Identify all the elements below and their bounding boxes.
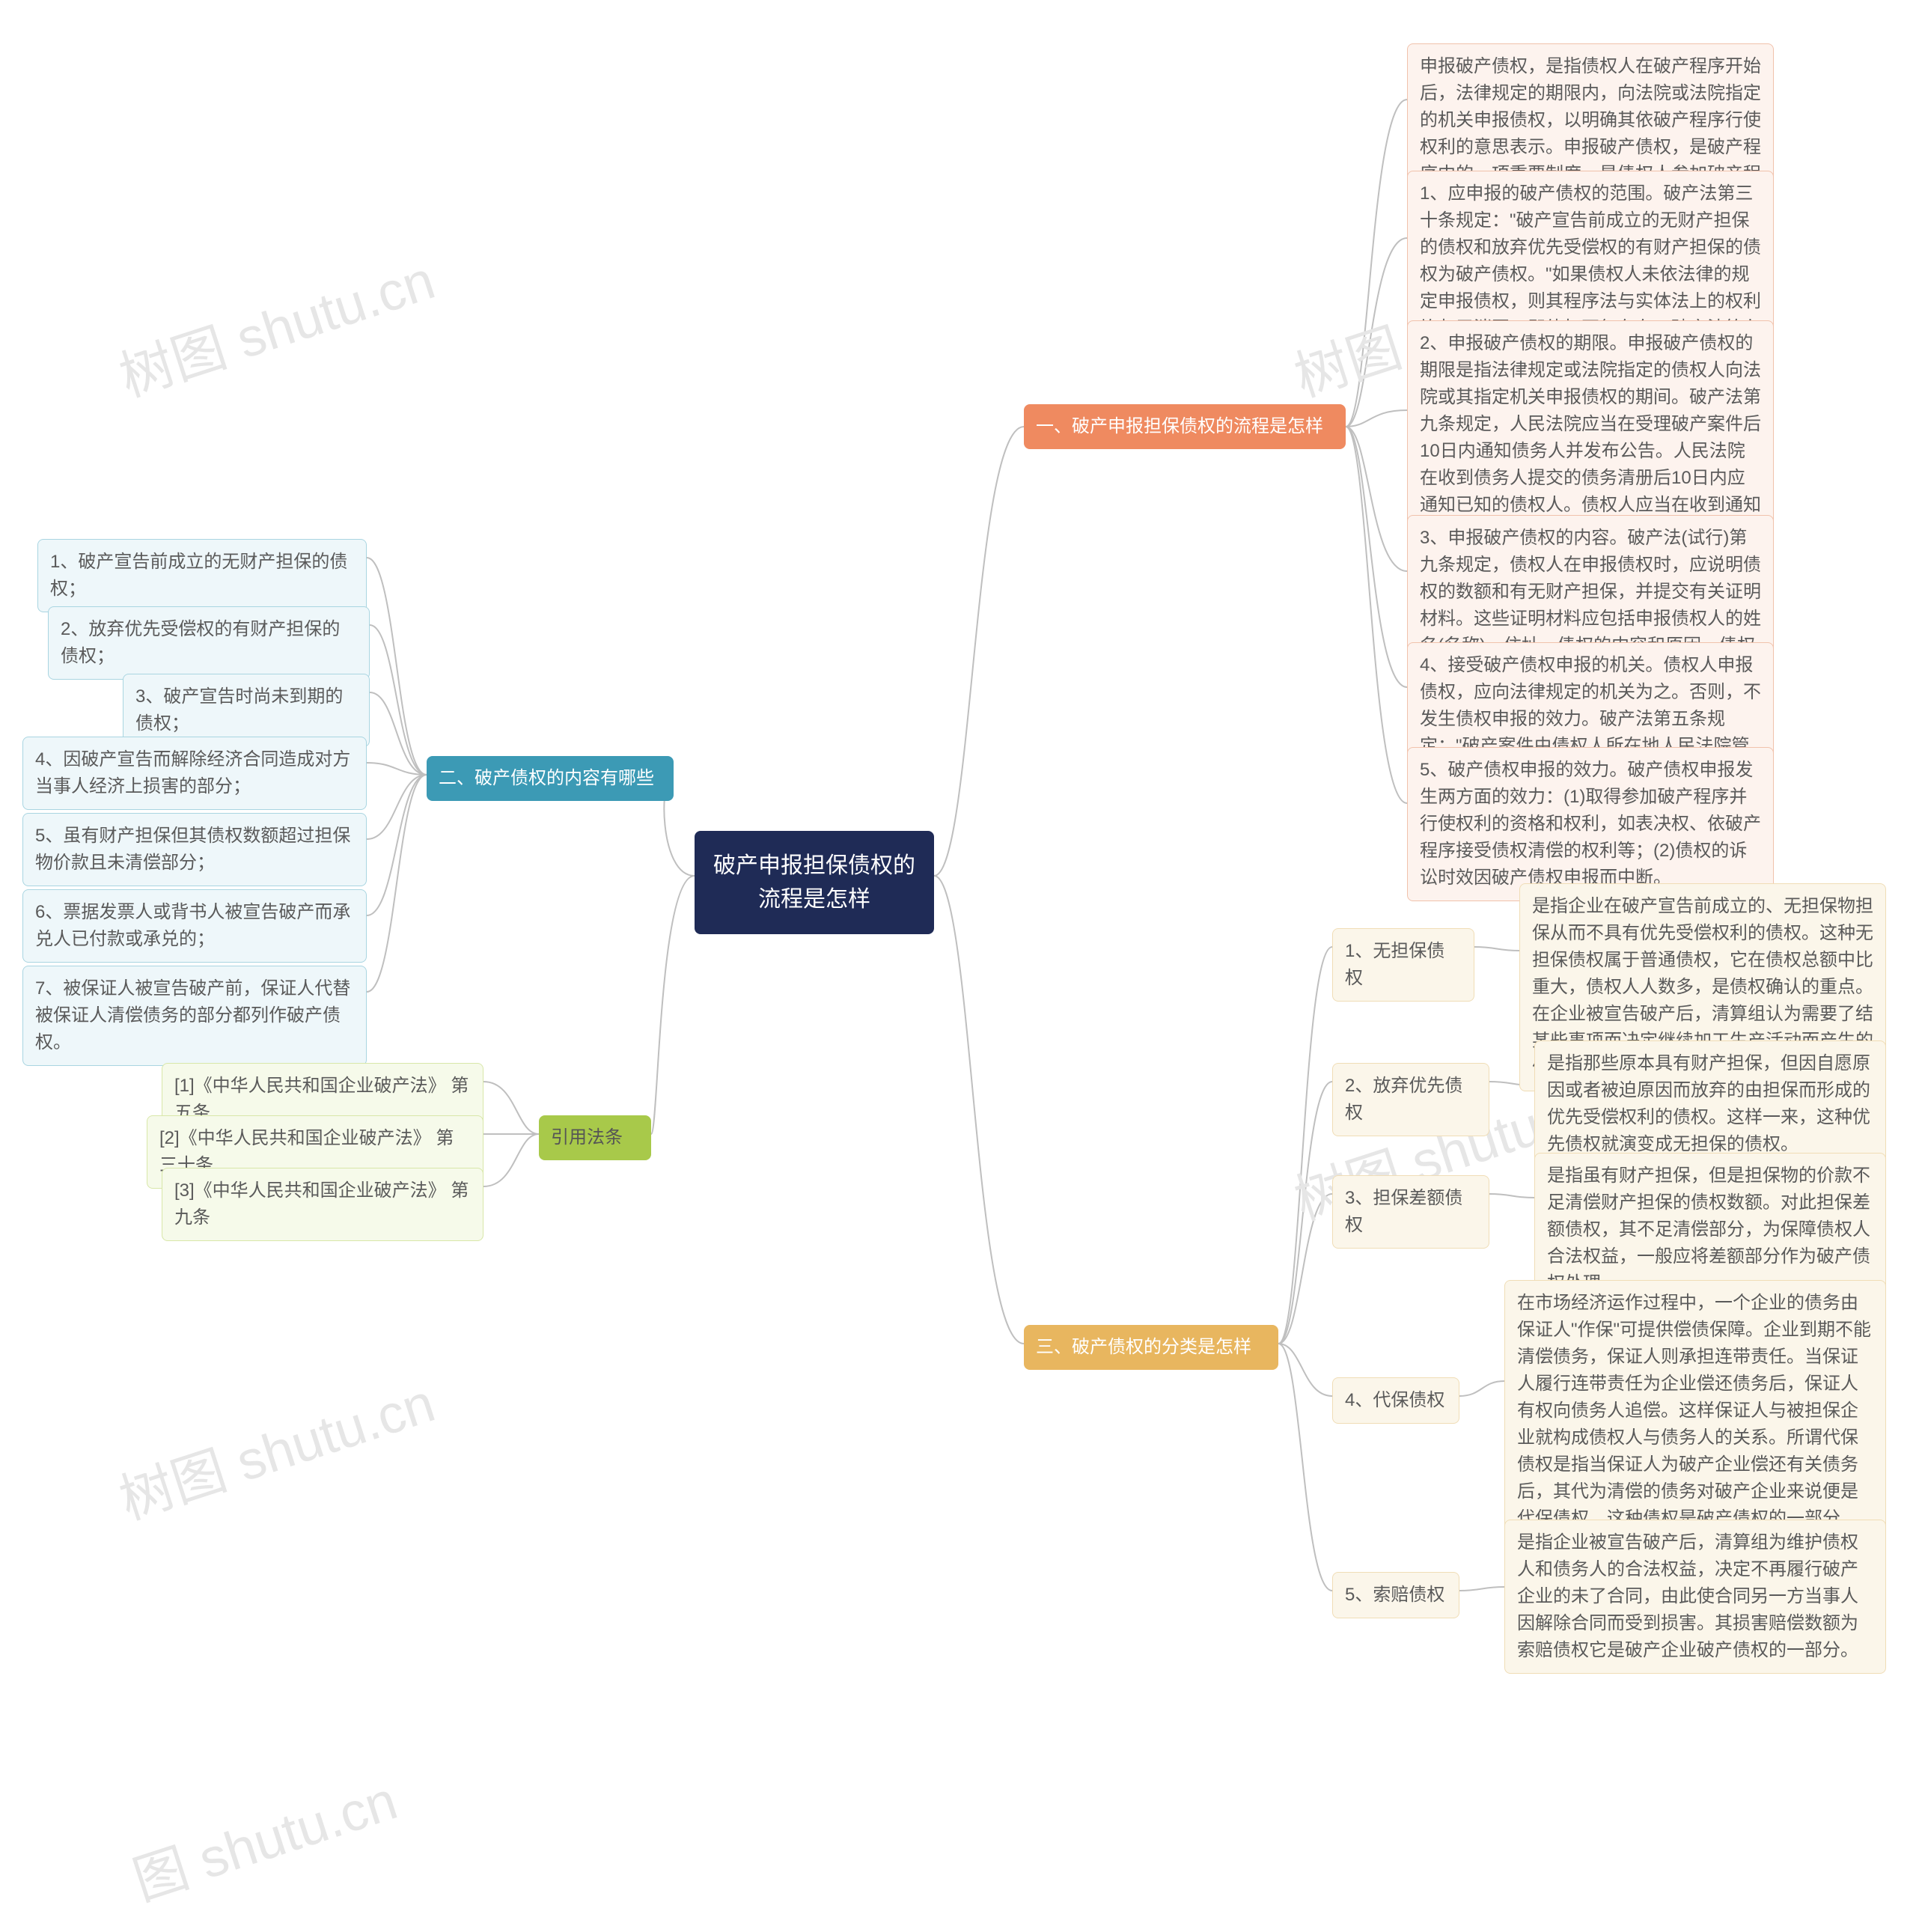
branch3-desc: 是指那些原本具有财产担保，但因自愿原因或者被迫原因而放弃的由担保而形成的优先受偿…	[1534, 1040, 1886, 1168]
branch2-leaf: 6、票据发票人或背书人被宣告破产而承兑人已付款或承兑的；	[22, 889, 367, 963]
branch3-sublabel: 5、索赔债权	[1332, 1572, 1459, 1618]
root-node: 破产申报担保债权的流程是怎样	[695, 831, 934, 934]
branch4-label: 引用法条	[539, 1115, 651, 1160]
watermark: 树图 shutu.cn	[108, 1359, 442, 1535]
branch2-leaf: 4、因破产宣告而解除经济合同造成对方当事人经济上损害的部分；	[22, 737, 367, 810]
watermark: 图 shutu.cn	[122, 1756, 406, 1915]
branch2-leaf: 2、放弃优先受偿权的有财产担保的债权；	[48, 606, 370, 680]
branch1-label: 一、破产申报担保债权的流程是怎样	[1024, 404, 1346, 449]
branch2-leaf: 7、被保证人被宣告破产前，保证人代替被保证人清偿债务的部分都列作破产债权。	[22, 966, 367, 1066]
branch4-leaf: [3]《中华人民共和国企业破产法》 第九条	[162, 1168, 483, 1241]
branch3-sublabel: 4、代保债权	[1332, 1377, 1459, 1424]
branch3-desc: 在市场经济运作过程中，一个企业的债务由保证人"作保"可提供偿债保障。企业到期不能…	[1504, 1280, 1886, 1542]
branch3-label: 三、破产债权的分类是怎样	[1024, 1325, 1278, 1370]
branch2-label: 二、破产债权的内容有哪些	[427, 756, 674, 801]
branch1-leaf: 5、破产债权申报的效力。破产债权申报发生两方面的效力：(1)取得参加破产程序并行…	[1407, 747, 1774, 901]
branch3-desc: 是指企业被宣告破产后，清算组为维护债权人和债务人的合法权益，决定不再履行破产企业…	[1504, 1520, 1886, 1674]
branch2-leaf: 1、破产宣告前成立的无财产担保的债权；	[37, 539, 367, 612]
branch3-sublabel: 2、放弃优先债权	[1332, 1063, 1489, 1136]
watermark: 树图 shutu.cn	[108, 236, 442, 412]
branch3-sublabel: 1、无担保债权	[1332, 928, 1474, 1002]
branch2-leaf: 5、虽有财产担保但其债权数额超过担保物价款且未清偿部分；	[22, 813, 367, 886]
branch3-sublabel: 3、担保差额债权	[1332, 1175, 1489, 1249]
